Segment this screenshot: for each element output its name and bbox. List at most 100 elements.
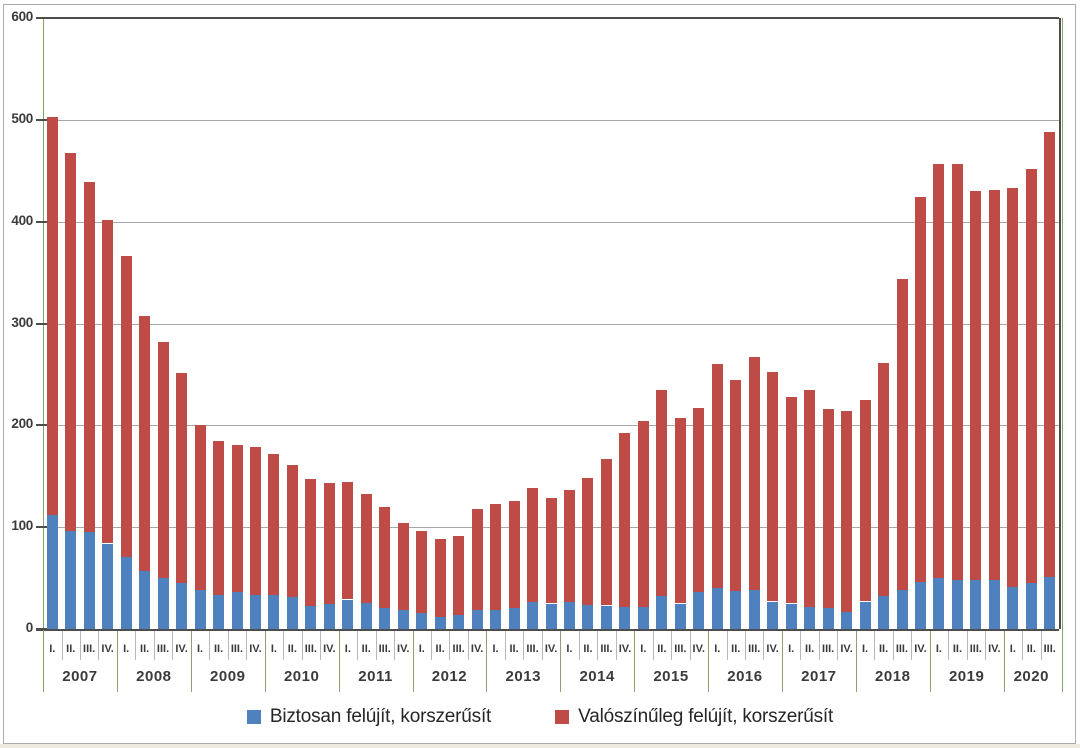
bar-segment-biztosan-2018-I.: [859, 601, 871, 629]
quarter-separator-2012-1: [430, 631, 432, 660]
bar-segment-biztosan-2010-I.: [268, 595, 280, 629]
y-tick-0: [36, 628, 49, 630]
x-quarter-label-2016-II.: II.: [731, 643, 741, 655]
bar-segment-valoszinuleg-2011-IV.: [397, 523, 409, 610]
x-year-label-2017: 2017: [801, 668, 837, 685]
bar-segment-valoszinuleg-2010-II.: [286, 465, 298, 598]
x-quarter-label-2017-II.: II.: [805, 643, 815, 655]
bar-segment-valoszinuleg-2007-II.: [65, 153, 77, 532]
bar-segment-biztosan-2017-I.: [785, 603, 797, 629]
plot-top-border: [43, 17, 1059, 19]
x-quarter-label-2019-III.: III.: [969, 643, 982, 655]
bar-segment-biztosan-2016-IV.: [767, 601, 779, 629]
bar-segment-valoszinuleg-2012-III.: [453, 536, 465, 615]
x-year-label-2010: 2010: [283, 668, 320, 685]
bar-segment-biztosan-2014-I.: [564, 601, 575, 629]
bar-segment-biztosan-2015-I.: [637, 606, 649, 629]
quarter-separator-2018-1: [874, 631, 876, 660]
bar-segment-biztosan-2007-II.: [65, 531, 77, 629]
quarter-separator-2017-1: [800, 631, 802, 660]
bar-segment-valoszinuleg-2012-II.: [434, 539, 446, 617]
bar-segment-valoszinuleg-2019-III.: [970, 191, 982, 581]
bar-segment-valoszinuleg-2016-III.: [748, 357, 760, 591]
bar-segment-valoszinuleg-2013-I.: [490, 503, 502, 610]
quarter-separator-2013-3: [541, 631, 543, 660]
x-year-label-2009: 2009: [210, 668, 246, 685]
year-separator-2007: [116, 631, 118, 692]
x-quarter-label-2020-III.: III.: [1043, 643, 1056, 655]
gridline-500: [43, 119, 1059, 121]
quarter-separator-2017-3: [837, 631, 839, 660]
bar-segment-biztosan-2012-III.: [453, 614, 465, 629]
bar-segment-biztosan-2012-I.: [416, 612, 428, 629]
bar-segment-biztosan-2009-I.: [194, 590, 206, 629]
bar-segment-valoszinuleg-2013-II.: [508, 500, 520, 608]
gridline-300: [43, 323, 1059, 325]
bar-segment-biztosan-2011-I.: [342, 599, 354, 629]
page-bottom-strip: [0, 744, 1080, 748]
quarter-separator-2015-2: [671, 631, 673, 660]
quarter-separator-2009-2: [227, 631, 229, 660]
bar-segment-biztosan-2014-III.: [600, 605, 612, 629]
x-quarter-label-2014-II.: II.: [583, 643, 593, 655]
x-quarter-label-2018-IV.: IV.: [914, 643, 927, 655]
y-tick-label-500: 500: [11, 110, 33, 126]
y-tick-label-300: 300: [11, 314, 33, 330]
quarter-separator-2020-2: [1040, 631, 1042, 660]
quarter-separator-2018-3: [911, 631, 913, 660]
bar-segment-biztosan-2009-II.: [213, 595, 224, 629]
bar-segment-biztosan-2020-III.: [1044, 577, 1056, 629]
quarter-separator-2009-1: [209, 631, 211, 660]
bar-segment-biztosan-2011-III.: [379, 607, 391, 629]
plot-right-green-border: [1062, 18, 1063, 692]
bar-segment-biztosan-2019-I.: [933, 578, 945, 629]
legend-item-valoszinuleg: Valószínűleg felújít, korszerűsít: [555, 706, 833, 728]
bar-segment-biztosan-2015-IV.: [693, 592, 705, 629]
quarter-separator-2010-3: [320, 631, 322, 660]
x-year-label-2016: 2016: [727, 668, 763, 685]
gridline-400: [43, 221, 1059, 223]
x-year-label-2015: 2015: [653, 668, 689, 685]
x-quarter-label-2008-IV.: IV.: [175, 643, 188, 655]
x-year-label-2013: 2013: [505, 668, 541, 685]
bar-segment-biztosan-2008-II.: [139, 571, 151, 629]
year-separator-2009: [264, 631, 266, 692]
bar-segment-valoszinuleg-2007-III.: [83, 182, 95, 533]
quarter-separator-2013-2: [523, 631, 525, 660]
bar-segment-valoszinuleg-2008-I.: [120, 256, 132, 557]
legend-item-biztosan: Biztosan felújít, korszerűsít: [246, 706, 491, 728]
bar-segment-biztosan-2020-I.: [1007, 587, 1019, 629]
year-separator-2013: [560, 631, 562, 692]
x-quarter-label-2016-IV.: IV.: [766, 643, 779, 655]
y-tick-600: [36, 17, 49, 19]
bar-segment-valoszinuleg-2009-IV.: [249, 446, 261, 596]
x-quarter-label-2008-I.: I.: [123, 643, 130, 655]
y-tick-500: [36, 118, 49, 121]
bar-segment-valoszinuleg-2017-I.: [785, 396, 797, 604]
x-quarter-label-2010-II.: II.: [287, 643, 297, 655]
quarter-separator-2016-1: [726, 631, 728, 660]
x-quarter-label-2015-II.: II.: [657, 643, 667, 655]
bar-segment-valoszinuleg-2016-I.: [711, 364, 723, 589]
bar-segment-biztosan-2018-IV.: [915, 582, 926, 629]
bar-segment-biztosan-2010-III.: [305, 605, 317, 629]
x-quarter-label-2014-IV.: IV.: [618, 643, 632, 655]
bar-segment-biztosan-2016-I.: [711, 588, 723, 629]
x-quarter-label-2007-I.: I.: [49, 643, 56, 655]
x-year-label-2018: 2018: [875, 668, 911, 685]
bar-segment-valoszinuleg-2008-II.: [139, 316, 151, 571]
year-separator-2016: [781, 631, 783, 692]
x-quarter-label-2011-IV.: IV.: [397, 643, 410, 655]
year-separator-2012: [486, 631, 488, 692]
x-axis-line: [36, 629, 1059, 631]
quarter-separator-2014-2: [597, 631, 599, 660]
bar-segment-valoszinuleg-2011-II.: [360, 493, 372, 603]
year-separator-2017: [855, 631, 857, 692]
quarter-separator-2007-1: [61, 631, 63, 660]
y-tick-label-400: 400: [11, 212, 33, 228]
quarter-separator-2014-1: [578, 631, 580, 660]
bar-segment-valoszinuleg-2009-I.: [194, 425, 206, 591]
x-quarter-label-2013-IV.: IV.: [544, 643, 558, 655]
bar-segment-valoszinuleg-2018-IV.: [915, 197, 926, 583]
quarter-separator-2019-2: [966, 631, 968, 660]
